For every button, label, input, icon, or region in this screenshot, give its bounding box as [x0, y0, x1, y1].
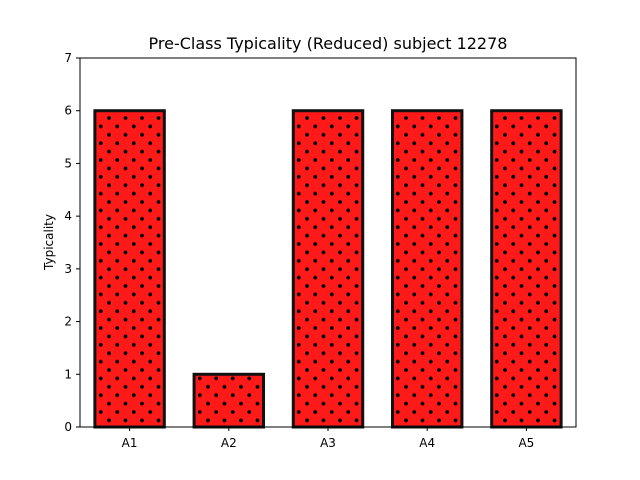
x-tick-label: A4	[419, 436, 435, 450]
y-tick-label: 7	[64, 51, 72, 65]
plot-frame	[79, 57, 577, 428]
bar-hatch-a1	[93, 109, 166, 429]
x-axis-ticks: A1 A2 A3 A4 A5	[122, 427, 534, 450]
y-tick-label: 4	[64, 209, 72, 223]
y-tick-label: 2	[64, 315, 72, 329]
x-tick-label: A5	[518, 436, 534, 450]
y-tick-label: 1	[64, 367, 72, 381]
y-axis-ticks: 0 1 2 3 4 5 6 7	[64, 51, 80, 434]
chart-title: Pre-Class Typicality (Reduced) subject 1…	[149, 34, 508, 53]
bars-group	[93, 109, 563, 429]
y-tick-label: 0	[64, 420, 72, 434]
x-tick-label: A3	[320, 436, 336, 450]
bar-hatch-a4	[390, 109, 464, 429]
x-tick-label: A1	[122, 436, 138, 450]
x-tick-label: A2	[221, 436, 237, 450]
y-tick-label: 3	[64, 262, 72, 276]
y-axis-label: Typicality	[42, 214, 56, 271]
y-tick-label: 5	[64, 156, 72, 170]
bar-hatch-a5	[490, 109, 563, 429]
bar-hatch-a2	[192, 372, 266, 429]
y-tick-label: 6	[64, 104, 72, 118]
bar-hatch-a3	[291, 109, 365, 429]
